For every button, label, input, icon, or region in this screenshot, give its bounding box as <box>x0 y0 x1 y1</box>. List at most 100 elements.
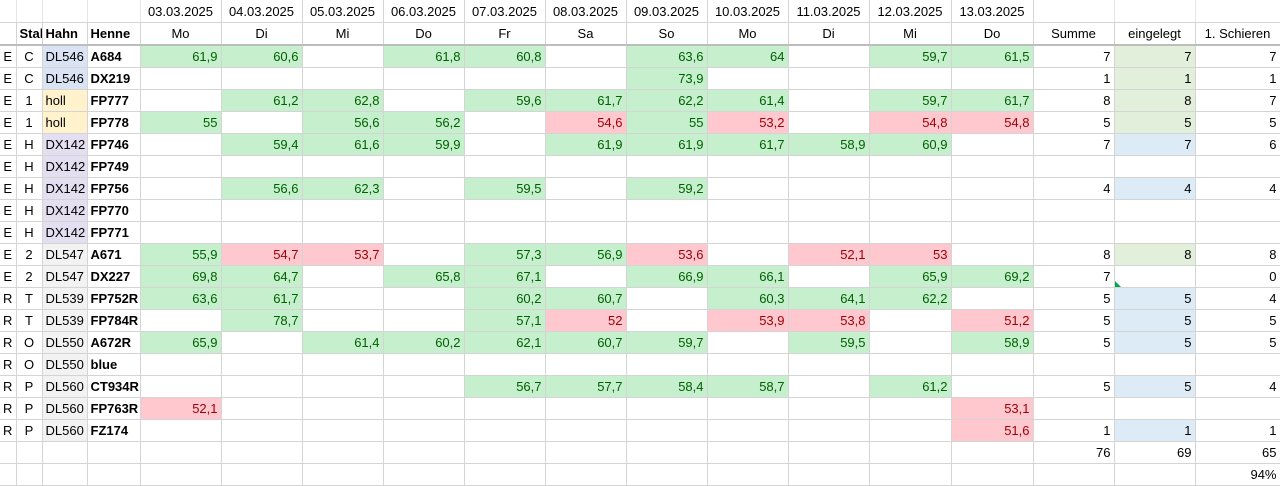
weight-cell[interactable]: 64,7 <box>221 265 303 288</box>
weight-cell[interactable] <box>383 177 465 200</box>
weight-cell[interactable] <box>140 375 222 398</box>
date-header[interactable]: 03.03.2025 <box>140 0 222 23</box>
stall-cell[interactable]: P <box>16 397 43 420</box>
schieren-cell[interactable]: 0 <box>1195 265 1280 288</box>
weight-cell[interactable]: 73,9 <box>626 67 708 90</box>
weight-cell[interactable]: 51,2 <box>951 309 1034 332</box>
empty-cell[interactable] <box>1114 0 1196 23</box>
weight-cell[interactable]: 59,5 <box>464 177 546 200</box>
weight-cell[interactable]: 54,8 <box>869 111 952 134</box>
group-cell[interactable]: E <box>0 45 17 68</box>
weekday-header[interactable]: Do <box>383 22 465 46</box>
weight-cell[interactable]: 55 <box>626 111 708 134</box>
weight-cell[interactable]: 69,2 <box>951 265 1034 288</box>
weight-cell[interactable] <box>464 199 546 222</box>
weight-cell[interactable]: 69,8 <box>140 265 222 288</box>
summe-cell[interactable]: 8 <box>1033 89 1115 112</box>
empty-cell[interactable] <box>788 463 870 486</box>
weight-cell[interactable] <box>626 397 708 420</box>
weight-cell[interactable] <box>869 67 952 90</box>
eingelegt-cell[interactable] <box>1114 353 1196 376</box>
eingelegt-cell[interactable] <box>1114 265 1196 288</box>
weight-cell[interactable]: 63,6 <box>140 287 222 310</box>
hahn-cell[interactable]: DL546 <box>42 67 88 90</box>
weight-cell[interactable] <box>302 419 384 442</box>
weight-cell[interactable]: 61,5 <box>951 45 1034 68</box>
total-summe[interactable]: 76 <box>1033 441 1115 464</box>
stall-cell[interactable]: O <box>16 331 43 354</box>
henne-cell[interactable]: FP746 <box>87 133 141 156</box>
weight-cell[interactable] <box>140 177 222 200</box>
weight-cell[interactable]: 61,4 <box>302 331 384 354</box>
summe-cell[interactable]: 1 <box>1033 419 1115 442</box>
schieren-cell[interactable] <box>1195 155 1280 178</box>
schieren-cell[interactable]: 4 <box>1195 177 1280 200</box>
hahn-header[interactable]: Hahn <box>42 22 88 46</box>
weight-cell[interactable]: 59,7 <box>626 331 708 354</box>
henne-cell[interactable]: FP749 <box>87 155 141 178</box>
henne-cell[interactable]: FP777 <box>87 89 141 112</box>
hahn-cell[interactable]: DL547 <box>42 265 88 288</box>
summe-cell[interactable] <box>1033 397 1115 420</box>
weight-cell[interactable] <box>464 353 546 376</box>
eingelegt-cell[interactable]: 5 <box>1114 287 1196 310</box>
total-schieren[interactable]: 65 <box>1195 441 1280 464</box>
weight-cell[interactable] <box>626 353 708 376</box>
weight-cell[interactable]: 62,1 <box>464 331 546 354</box>
empty-cell[interactable] <box>87 463 141 486</box>
group-cell[interactable]: R <box>0 309 17 332</box>
weight-cell[interactable]: 57,7 <box>545 375 627 398</box>
hahn-cell[interactable]: DL560 <box>42 419 88 442</box>
group-cell[interactable]: E <box>0 221 17 244</box>
weight-cell[interactable]: 61,4 <box>707 89 789 112</box>
empty-cell[interactable] <box>0 0 17 23</box>
date-header[interactable]: 11.03.2025 <box>788 0 870 23</box>
weight-cell[interactable] <box>140 353 222 376</box>
weight-cell[interactable] <box>951 177 1034 200</box>
summe-cell[interactable]: 7 <box>1033 45 1115 68</box>
hahn-cell[interactable]: DL560 <box>42 375 88 398</box>
empty-cell[interactable] <box>16 0 43 23</box>
weight-cell[interactable]: 61,7 <box>221 287 303 310</box>
weight-cell[interactable] <box>626 155 708 178</box>
weight-cell[interactable]: 52,1 <box>140 397 222 420</box>
hahn-cell[interactable]: DX142 <box>42 155 88 178</box>
weight-cell[interactable] <box>707 331 789 354</box>
henne-cell[interactable]: DX227 <box>87 265 141 288</box>
henne-cell[interactable]: A672R <box>87 331 141 354</box>
weight-cell[interactable] <box>302 353 384 376</box>
schieren-cell[interactable]: 6 <box>1195 133 1280 156</box>
stall-cell[interactable]: P <box>16 375 43 398</box>
weight-cell[interactable]: 59,7 <box>869 45 952 68</box>
weight-cell[interactable]: 54,8 <box>951 111 1034 134</box>
schieren-cell[interactable]: 7 <box>1195 89 1280 112</box>
weekday-header[interactable]: Mo <box>707 22 789 46</box>
weight-cell[interactable] <box>951 155 1034 178</box>
weight-cell[interactable]: 64,1 <box>788 287 870 310</box>
schieren-cell[interactable]: 1 <box>1195 67 1280 90</box>
empty-cell[interactable] <box>545 441 627 464</box>
weight-cell[interactable] <box>302 265 384 288</box>
total-eingelegt[interactable]: 69 <box>1114 441 1196 464</box>
summe-cell[interactable]: 7 <box>1033 265 1115 288</box>
weight-cell[interactable]: 59,7 <box>869 89 952 112</box>
weight-cell[interactable] <box>707 221 789 244</box>
schieren-percent[interactable]: 94% <box>1195 463 1280 486</box>
weight-cell[interactable] <box>221 397 303 420</box>
empty-cell[interactable] <box>1195 0 1280 23</box>
schieren-header[interactable]: 1. Schieren <box>1195 22 1280 46</box>
schieren-cell[interactable]: 4 <box>1195 375 1280 398</box>
henne-cell[interactable]: blue <box>87 353 141 376</box>
hahn-cell[interactable]: DL539 <box>42 309 88 332</box>
weight-cell[interactable]: 53,7 <box>302 243 384 266</box>
weight-cell[interactable]: 56,9 <box>545 243 627 266</box>
henne-cell[interactable]: FP771 <box>87 221 141 244</box>
weight-cell[interactable]: 60,6 <box>221 45 303 68</box>
weight-cell[interactable]: 57,1 <box>464 309 546 332</box>
hahn-cell[interactable]: DX142 <box>42 221 88 244</box>
weight-cell[interactable] <box>302 287 384 310</box>
schieren-cell[interactable]: 4 <box>1195 287 1280 310</box>
weight-cell[interactable] <box>788 111 870 134</box>
stall-cell[interactable]: H <box>16 177 43 200</box>
weight-cell[interactable] <box>788 67 870 90</box>
